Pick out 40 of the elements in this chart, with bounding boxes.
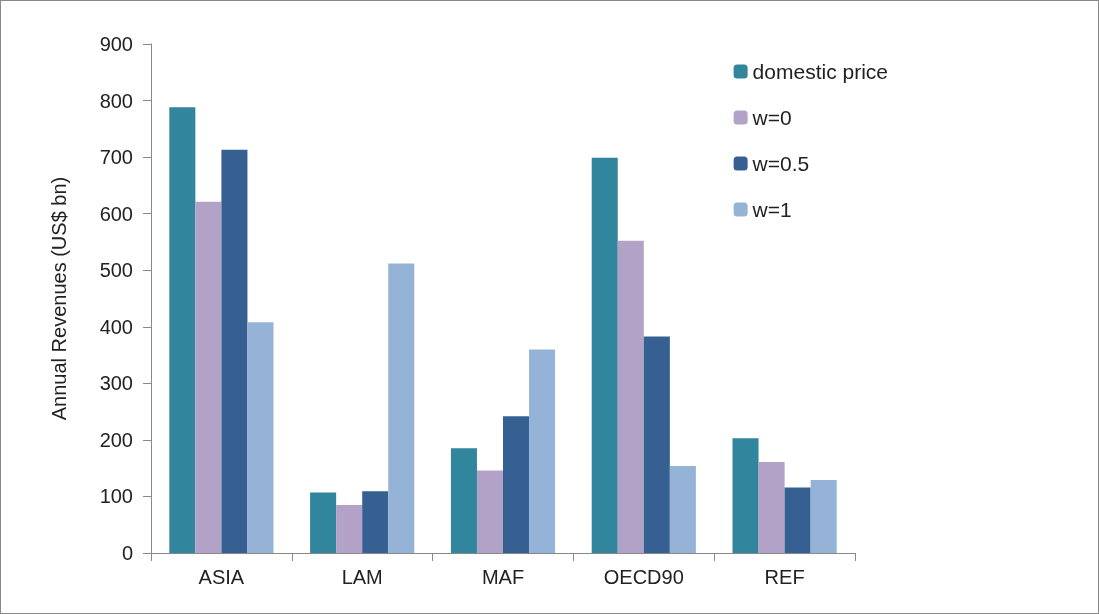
bar (758, 461, 785, 553)
bar (617, 240, 644, 553)
bar (669, 465, 696, 553)
bar (336, 504, 363, 553)
bar (643, 336, 670, 553)
y-axis-title: Annual Revenues (US$ bn) (48, 176, 70, 421)
bar (310, 492, 337, 553)
x-tick-label: OECD90 (603, 566, 684, 588)
x-tick-label: ASIA (198, 566, 245, 588)
legend-label: w=1 (751, 198, 792, 221)
x-tick-label: LAM (341, 566, 383, 588)
y-tick-label: 900 (99, 33, 133, 55)
bar (450, 448, 477, 553)
bar (388, 263, 415, 553)
y-tick-label: 600 (99, 202, 133, 225)
y-tick-label: 400 (99, 315, 133, 338)
bar (221, 149, 248, 553)
bar (732, 438, 759, 553)
bar (195, 201, 222, 553)
bar (503, 416, 530, 553)
legend-label: w=0.5 (751, 152, 810, 175)
y-tick-label: 200 (99, 428, 133, 451)
y-tick-label: 100 (99, 485, 133, 508)
y-tick-label: 500 (99, 259, 133, 282)
bar (810, 480, 837, 553)
legend-label: w=0 (751, 106, 792, 129)
y-tick-label: 300 (99, 372, 133, 395)
bar (529, 349, 556, 553)
bar (784, 487, 811, 553)
legend-label: domestic price (752, 60, 889, 83)
y-tick-label: 0 (121, 542, 133, 564)
x-tick-label: MAF (481, 566, 525, 588)
bar (476, 470, 503, 553)
bar (591, 157, 618, 553)
bar (169, 107, 196, 553)
bar (247, 322, 274, 553)
x-tick-label: REF (764, 566, 805, 588)
y-tick-label: 700 (99, 146, 133, 169)
y-tick-label: 800 (99, 89, 133, 112)
bar (362, 491, 389, 553)
